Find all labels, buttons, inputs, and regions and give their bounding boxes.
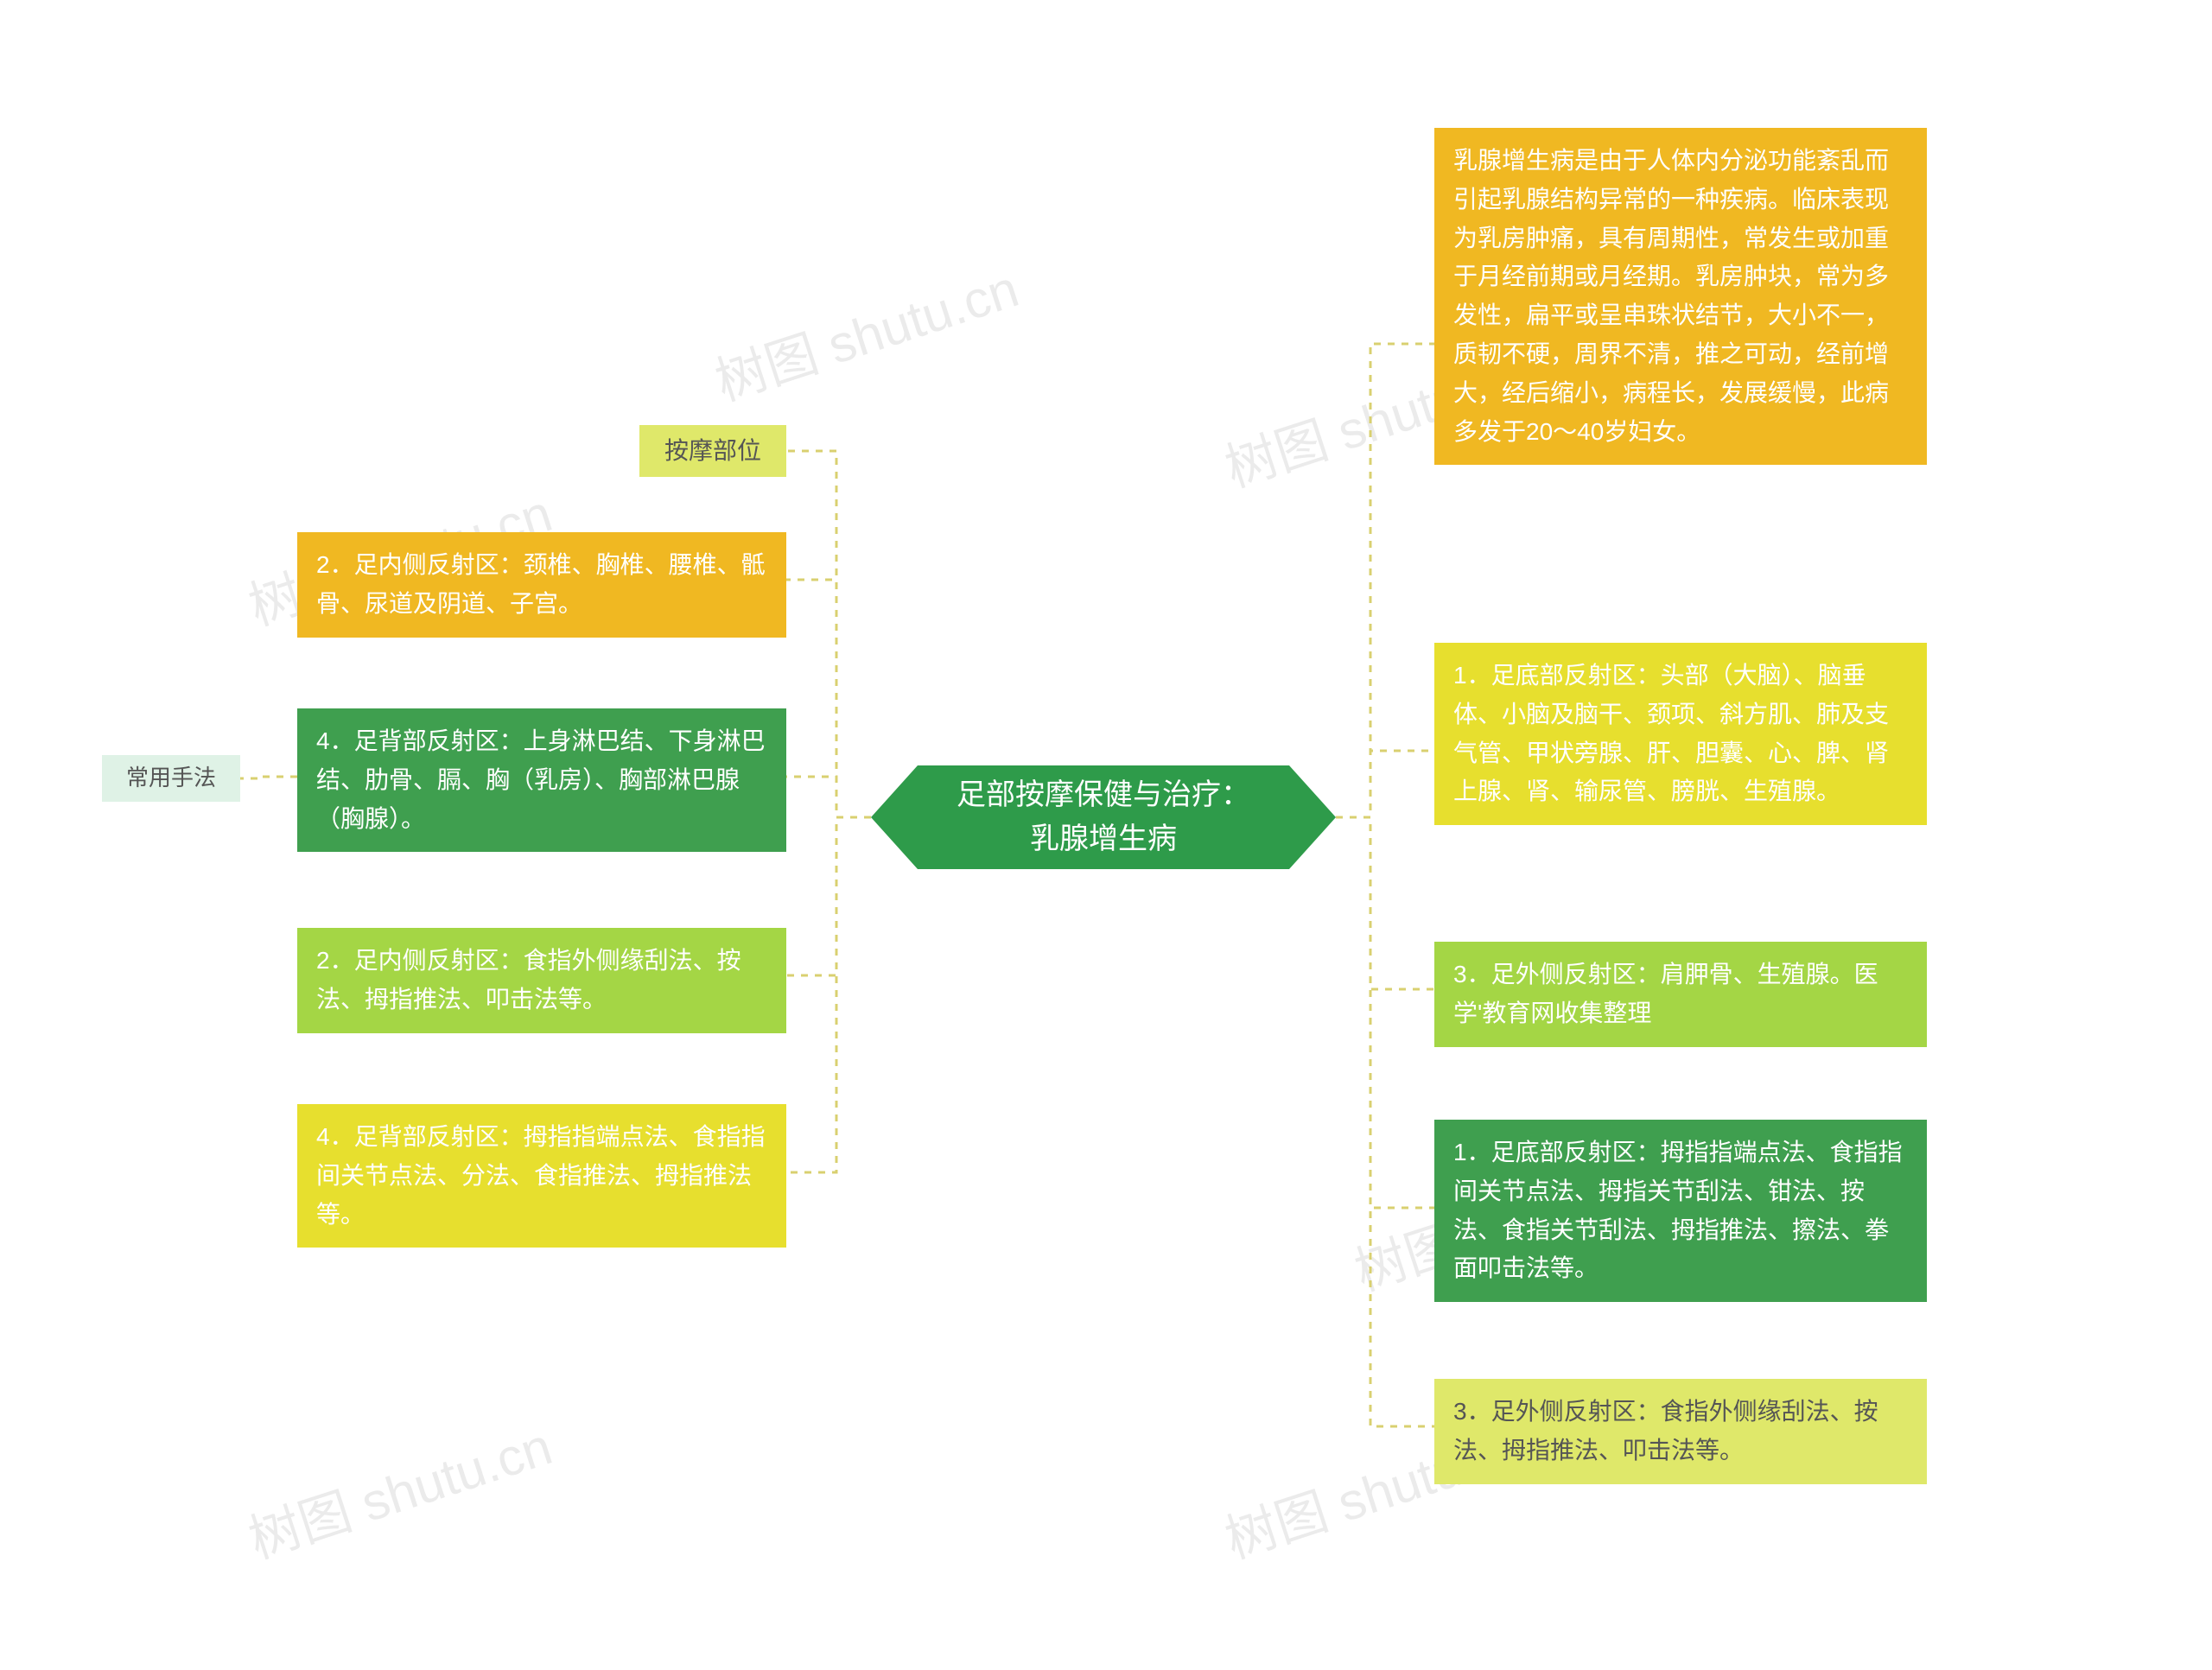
watermark: 树图 shutu.cn bbox=[238, 1405, 560, 1573]
node-label: 乳腺增生病是由于人体内分泌功能紊乱而引起乳腺结构异常的一种疾病。临床表现为乳房肿… bbox=[1453, 147, 1889, 445]
node-leaf1[interactable]: 常用手法 bbox=[102, 755, 240, 802]
root-arrow-right bbox=[1289, 765, 1336, 869]
node-r3[interactable]: 3．足外侧反射区：肩胛骨、生殖腺。医学'教育网收集整理 bbox=[1434, 942, 1927, 1047]
mindmap-canvas: 树图 shutu.cn 树图 shutu.cn 树图 shutu.cn 树图 s… bbox=[0, 0, 2212, 1670]
node-r1[interactable]: 乳腺增生病是由于人体内分泌功能紊乱而引起乳腺结构异常的一种疾病。临床表现为乳房肿… bbox=[1434, 128, 1927, 465]
root-label: 足部按摩保健与治疗：乳腺增生病 bbox=[952, 773, 1255, 861]
node-label: 常用手法 bbox=[126, 760, 216, 797]
node-label: 3．足外侧反射区：肩胛骨、生殖腺。医学'教育网收集整理 bbox=[1453, 961, 1878, 1026]
node-l1[interactable]: 按摩部位 bbox=[639, 425, 786, 477]
node-label: 按摩部位 bbox=[664, 432, 761, 471]
node-label: 2．足内侧反射区：颈椎、胸椎、腰椎、骶骨、尿道及阴道、子宫。 bbox=[316, 551, 766, 617]
node-label: 4．足背部反射区：拇指指端点法、食指指间关节点法、分法、食指推法、拇指推法等。 bbox=[316, 1123, 766, 1228]
node-label: 2．足内侧反射区：食指外侧缘刮法、按法、拇指推法、叩击法等。 bbox=[316, 947, 741, 1013]
node-label: 3．足外侧反射区：食指外侧缘刮法、按法、拇指推法、叩击法等。 bbox=[1453, 1398, 1878, 1464]
node-r5[interactable]: 3．足外侧反射区：食指外侧缘刮法、按法、拇指推法、叩击法等。 bbox=[1434, 1379, 1927, 1484]
node-r4[interactable]: 1．足底部反射区：拇指指端点法、食指指间关节点法、拇指关节刮法、钳法、按法、食指… bbox=[1434, 1120, 1927, 1302]
node-l3[interactable]: 4．足背部反射区：上身淋巴结、下身淋巴结、肋骨、膈、胸（乳房）、胸部淋巴腺（胸腺… bbox=[297, 708, 786, 852]
node-label: 4．足背部反射区：上身淋巴结、下身淋巴结、肋骨、膈、胸（乳房）、胸部淋巴腺（胸腺… bbox=[316, 727, 766, 832]
node-l4[interactable]: 2．足内侧反射区：食指外侧缘刮法、按法、拇指推法、叩击法等。 bbox=[297, 928, 786, 1033]
root-node[interactable]: 足部按摩保健与治疗：乳腺增生病 bbox=[918, 765, 1289, 869]
root-arrow-left bbox=[871, 765, 918, 869]
node-label: 1．足底部反射区：拇指指端点法、食指指间关节点法、拇指关节刮法、钳法、按法、食指… bbox=[1453, 1139, 1903, 1281]
node-l2[interactable]: 2．足内侧反射区：颈椎、胸椎、腰椎、骶骨、尿道及阴道、子宫。 bbox=[297, 532, 786, 638]
watermark: 树图 shutu.cn bbox=[704, 247, 1027, 416]
node-r2[interactable]: 1．足底部反射区：头部（大脑）、脑垂体、小脑及脑干、颈项、斜方肌、肺及支气管、甲… bbox=[1434, 643, 1927, 825]
node-l5[interactable]: 4．足背部反射区：拇指指端点法、食指指间关节点法、分法、食指推法、拇指推法等。 bbox=[297, 1104, 786, 1248]
node-label: 1．足底部反射区：头部（大脑）、脑垂体、小脑及脑干、颈项、斜方肌、肺及支气管、甲… bbox=[1453, 662, 1889, 804]
